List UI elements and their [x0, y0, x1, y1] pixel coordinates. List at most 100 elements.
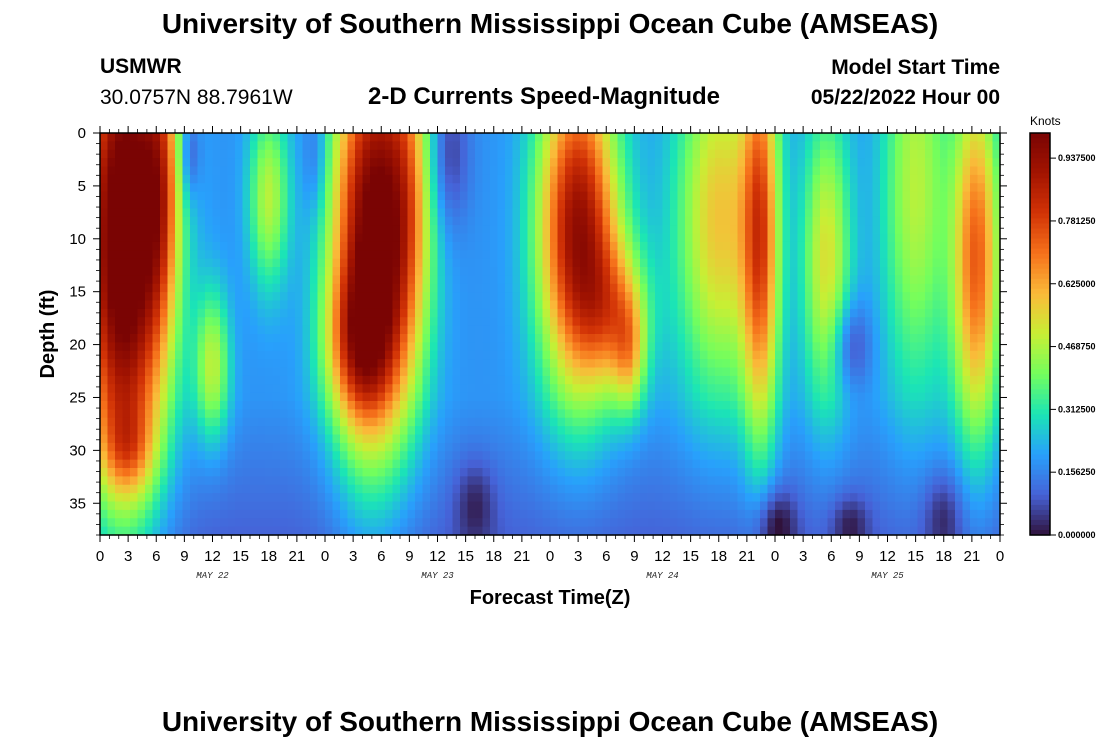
heatmap-cell	[595, 183, 604, 193]
heatmap-cell	[310, 426, 319, 436]
heatmap-cell	[182, 334, 191, 343]
heatmap-cell	[385, 392, 394, 402]
heatmap-cell	[580, 208, 589, 218]
heatmap-cell	[452, 409, 461, 419]
heatmap-cell	[205, 158, 214, 168]
heatmap-cell	[152, 384, 161, 394]
heatmap-cell	[565, 442, 574, 452]
heatmap-cell	[790, 258, 799, 268]
heatmap-cell	[392, 216, 401, 226]
heatmap-cell	[430, 250, 439, 260]
heatmap-cell	[865, 317, 874, 327]
heatmap-cell	[617, 350, 626, 360]
heatmap-cell	[475, 174, 484, 184]
heatmap-cell	[835, 334, 844, 343]
heatmap-cell	[610, 350, 619, 360]
heatmap-cell	[580, 267, 589, 276]
heatmap-cell	[257, 501, 266, 511]
heatmap-cell	[445, 442, 454, 452]
heatmap-cell	[280, 241, 289, 251]
heatmap-cell	[385, 334, 394, 343]
heatmap-cell	[400, 350, 409, 360]
heatmap-cell	[212, 426, 221, 436]
heatmap-cell	[797, 509, 806, 519]
heatmap-cell	[557, 334, 566, 343]
heatmap-cell	[565, 451, 574, 461]
heatmap-cell	[197, 200, 206, 209]
heatmap-cell	[520, 283, 529, 293]
heatmap-cell	[235, 325, 244, 335]
heatmap-cell	[535, 283, 544, 293]
heatmap-cell	[452, 476, 461, 486]
heatmap-cell	[670, 468, 679, 477]
heatmap-cell	[752, 417, 761, 427]
heatmap-cell	[272, 459, 281, 469]
heatmap-cell	[145, 409, 154, 419]
heatmap-cell	[167, 283, 176, 293]
heatmap-cell	[835, 359, 844, 369]
heatmap-cell	[715, 241, 724, 251]
heatmap-cell	[842, 216, 851, 226]
heatmap-cell	[812, 283, 821, 293]
heatmap-cell	[197, 334, 206, 343]
heatmap-cell	[340, 308, 349, 318]
heatmap-cell	[797, 300, 806, 310]
heatmap-cell	[137, 141, 146, 151]
heatmap-cell	[520, 267, 529, 276]
heatmap-cell	[242, 442, 251, 452]
heatmap-cell	[377, 200, 386, 209]
heatmap-cell	[865, 401, 874, 410]
heatmap-cell	[827, 417, 836, 427]
heatmap-cell	[550, 350, 559, 360]
heatmap-cell	[407, 493, 416, 503]
heatmap-cell	[692, 275, 701, 285]
heatmap-cell	[572, 375, 581, 385]
heatmap-cell	[820, 292, 829, 302]
heatmap-cell	[280, 300, 289, 310]
heatmap-cell	[355, 275, 364, 285]
heatmap-cell	[242, 233, 251, 243]
heatmap-cell	[407, 158, 416, 168]
heatmap-cell	[265, 233, 274, 243]
heatmap-cell	[490, 392, 499, 402]
heatmap-cell	[610, 518, 619, 528]
heatmap-cell	[400, 317, 409, 327]
heatmap-cell	[850, 442, 859, 452]
heatmap-cell	[272, 392, 281, 402]
heatmap-cell	[227, 208, 236, 218]
heatmap-cell	[437, 401, 446, 410]
heatmap-cell	[512, 417, 521, 427]
heatmap-cell	[527, 174, 536, 184]
heatmap-cell	[460, 493, 469, 503]
heatmap-cell	[677, 384, 686, 394]
heatmap-cell	[452, 191, 461, 201]
heatmap-cell	[655, 208, 664, 218]
heatmap-cell	[370, 501, 379, 511]
heatmap-cell	[580, 459, 589, 469]
heatmap-cell	[857, 183, 866, 193]
heatmap-cell	[295, 149, 304, 159]
heatmap-cell	[670, 359, 679, 369]
heatmap-cell	[340, 283, 349, 293]
heatmap-cell	[227, 200, 236, 209]
heatmap-cell	[640, 334, 649, 343]
heatmap-cell	[572, 241, 581, 251]
heatmap-cell	[235, 476, 244, 486]
heatmap-cell	[767, 216, 776, 226]
heatmap-cell	[257, 225, 266, 235]
heatmap-cell	[415, 509, 424, 519]
heatmap-cell	[430, 342, 439, 352]
heatmap-cell	[857, 300, 866, 310]
heatmap-cell	[730, 317, 739, 327]
heatmap-cell	[445, 216, 454, 226]
heatmap-cell	[767, 426, 776, 436]
heatmap-cell	[137, 434, 146, 444]
heatmap-cell	[512, 149, 521, 159]
heatmap-cell	[527, 401, 536, 410]
heatmap-cell	[295, 133, 304, 142]
heatmap-cell	[422, 300, 431, 310]
heatmap-cell	[647, 342, 656, 352]
heatmap-cell	[250, 258, 259, 268]
heatmap-cell	[647, 434, 656, 444]
heatmap-cell	[580, 283, 589, 293]
